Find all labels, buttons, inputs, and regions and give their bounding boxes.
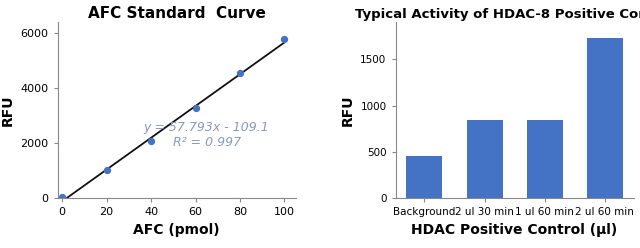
X-axis label: AFC (pmol): AFC (pmol)	[133, 223, 220, 237]
Point	[190, 106, 200, 110]
Title: Typical Activity of HDAC-8 Positive Control: Typical Activity of HDAC-8 Positive Cont…	[355, 8, 640, 21]
Text: y = 57.793x - 109.1
R² = 0.997: y = 57.793x - 109.1 R² = 0.997	[144, 121, 269, 149]
Point	[146, 139, 156, 143]
Title: AFC Standard  Curve: AFC Standard Curve	[88, 6, 266, 21]
Point	[235, 71, 245, 75]
Bar	[467, 120, 502, 198]
X-axis label: HDAC Positive Control (μl): HDAC Positive Control (μl)	[412, 223, 618, 237]
Y-axis label: RFU: RFU	[340, 94, 355, 126]
Y-axis label: RFU: RFU	[1, 94, 15, 126]
Bar	[587, 38, 623, 198]
Bar	[406, 156, 442, 198]
Point	[101, 168, 111, 172]
Point	[57, 195, 67, 199]
Bar	[527, 120, 563, 198]
Point	[280, 37, 290, 41]
